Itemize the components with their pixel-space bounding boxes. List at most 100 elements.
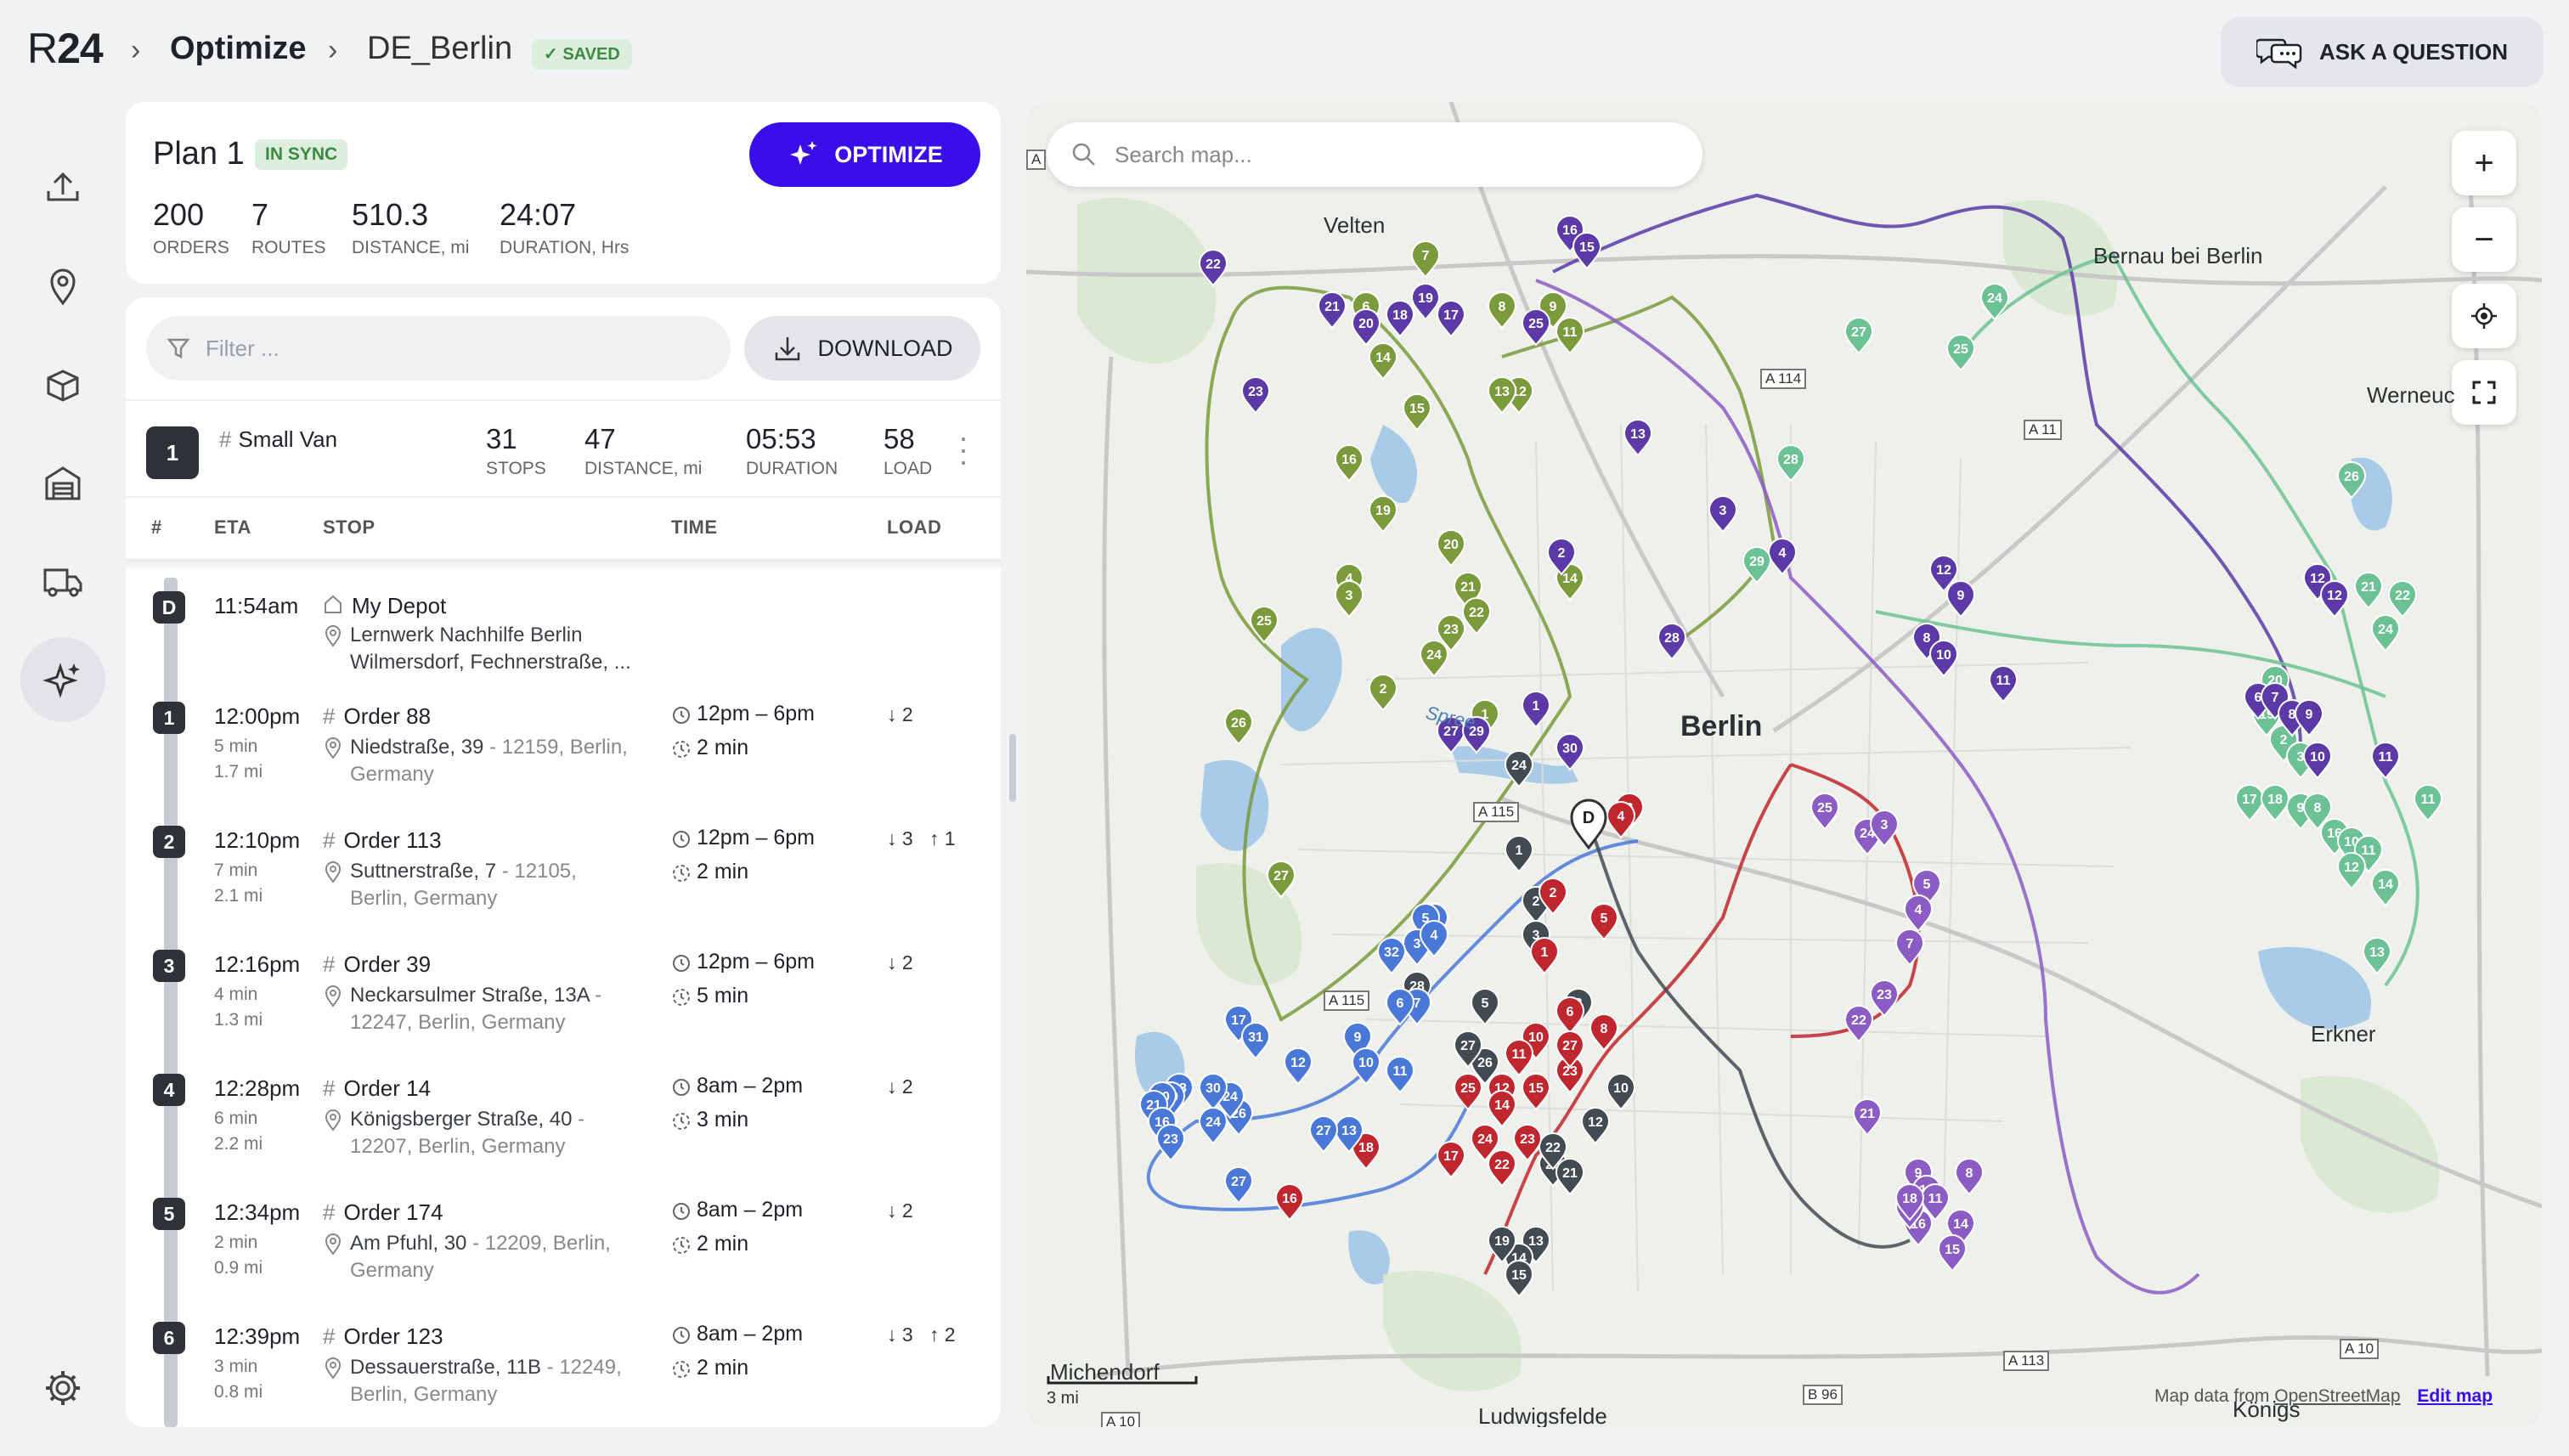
- stop-marker[interactable]: 1: [1529, 937, 1560, 975]
- stop-marker[interactable]: 8: [2302, 793, 2333, 831]
- stop-marker[interactable]: 8: [1954, 1158, 1985, 1196]
- stop-marker[interactable]: 22: [1843, 1005, 1874, 1043]
- sidebar-item-settings[interactable]: [20, 1346, 105, 1431]
- optimize-button[interactable]: OPTIMIZE: [749, 122, 980, 187]
- stop-marker[interactable]: 23: [1869, 979, 1900, 1018]
- stop-marker[interactable]: 17: [1436, 1141, 1466, 1179]
- route-line[interactable]: [1205, 285, 1572, 1022]
- stop-marker[interactable]: 24: [1504, 750, 1534, 788]
- stop-marker[interactable]: 28: [1776, 444, 1806, 483]
- sidebar-item-upload[interactable]: [20, 144, 105, 229]
- stop-marker[interactable]: 11: [1555, 317, 1585, 355]
- stop-marker[interactable]: 11: [2370, 742, 2401, 780]
- stop-marker[interactable]: 27: [1308, 1115, 1339, 1154]
- stop-marker[interactable]: 13: [1487, 376, 1517, 415]
- stop-marker[interactable]: 18: [2260, 784, 2290, 822]
- stop-marker[interactable]: 22: [1538, 1132, 1568, 1171]
- stop-marker[interactable]: 12: [1928, 555, 1959, 593]
- route-line[interactable]: [1875, 610, 2386, 698]
- stop-marker[interactable]: 20: [1351, 308, 1381, 347]
- stop-marker[interactable]: 7: [1410, 240, 1441, 279]
- stop-marker[interactable]: 10: [1606, 1073, 1636, 1111]
- stop-marker[interactable]: 14: [1487, 1090, 1517, 1128]
- stop-marker[interactable]: 10: [1351, 1047, 1381, 1086]
- route-line[interactable]: [1146, 839, 1639, 1211]
- panel-resize-handle[interactable]: [1009, 734, 1016, 802]
- stop-marker[interactable]: 25: [1249, 606, 1279, 644]
- stop-marker[interactable]: 17: [2234, 784, 2265, 822]
- stop-marker[interactable]: 27: [1436, 716, 1466, 754]
- stop-marker[interactable]: 26: [1470, 1047, 1500, 1086]
- stop-marker[interactable]: 18: [1385, 300, 1415, 338]
- stop-marker[interactable]: 31: [1240, 1022, 1271, 1060]
- stop-marker[interactable]: 20: [1436, 529, 1466, 567]
- route-line[interactable]: [1535, 279, 2200, 1295]
- stop-marker[interactable]: 24: [1979, 283, 2010, 321]
- sidebar-item-orders[interactable]: [20, 341, 105, 426]
- stop-marker[interactable]: 10: [1928, 640, 1959, 678]
- stop-marker[interactable]: 14: [1368, 342, 1398, 381]
- stop-marker[interactable]: 3: [1708, 495, 1738, 533]
- stop-marker[interactable]: 23: [1555, 1056, 1585, 1094]
- stop-marker[interactable]: 5: [1589, 903, 1619, 941]
- stop-marker[interactable]: 8: [1589, 1013, 1619, 1052]
- stop-marker[interactable]: 1: [1521, 691, 1551, 729]
- stop-marker[interactable]: 24: [1852, 818, 1883, 856]
- stop-marker[interactable]: 1: [1504, 835, 1534, 873]
- stop-marker[interactable]: 19: [1368, 495, 1398, 533]
- stop-marker[interactable]: 24: [1198, 1107, 1228, 1145]
- stop-marker[interactable]: 14: [2370, 869, 2401, 907]
- stop-marker[interactable]: 30: [1198, 1073, 1228, 1111]
- stop-marker[interactable]: 6: [1555, 996, 1585, 1035]
- stop-marker[interactable]: 11: [1504, 1039, 1534, 1077]
- stop-marker[interactable]: 2: [1546, 538, 1577, 576]
- depot-marker[interactable]: D: [1570, 799, 1607, 850]
- stop-marker[interactable]: 23: [1436, 614, 1466, 652]
- stop-marker[interactable]: 23: [1512, 1124, 1543, 1162]
- stop-marker[interactable]: 11: [1385, 1056, 1415, 1094]
- stop-marker[interactable]: 28: [1657, 623, 1687, 661]
- stop-marker[interactable]: 2: [1368, 674, 1398, 712]
- stop-marker[interactable]: 15: [1521, 1073, 1551, 1111]
- stop-marker[interactable]: 22: [1198, 249, 1228, 287]
- openstreetmap-link[interactable]: OpenStreetMap: [2274, 1386, 2401, 1406]
- stop-marker[interactable]: 22: [1461, 597, 1492, 635]
- stop-marker[interactable]: 25: [1945, 334, 1976, 372]
- stop-marker[interactable]: 29: [1742, 546, 1772, 584]
- stop-marker[interactable]: 25: [1810, 793, 1840, 831]
- fullscreen-button[interactable]: [2452, 360, 2516, 425]
- zoom-in-button[interactable]: +: [2452, 131, 2516, 195]
- sidebar-item-depots[interactable]: [20, 440, 105, 525]
- stop-marker[interactable]: 4: [1606, 801, 1636, 839]
- sidebar-item-vehicles[interactable]: [20, 539, 105, 624]
- stop-marker[interactable]: 27: [1266, 861, 1296, 899]
- stop-marker[interactable]: 21: [2353, 572, 2384, 610]
- stop-marker[interactable]: 23: [1240, 376, 1271, 415]
- stop-marker[interactable]: 18: [1894, 1183, 1925, 1222]
- stop-marker[interactable]: 27: [1843, 317, 1874, 355]
- stop-marker[interactable]: 9: [1945, 580, 1976, 618]
- map-search-input[interactable]: Search map...: [1047, 122, 1702, 187]
- filter-input[interactable]: Filter ...: [146, 316, 731, 381]
- ask-a-question-button[interactable]: ASK A QUESTION: [2221, 17, 2544, 87]
- stop-marker[interactable]: 3: [1334, 580, 1364, 618]
- stop-marker[interactable]: 27: [1555, 1030, 1585, 1069]
- stop-marker[interactable]: 13: [1334, 1115, 1364, 1154]
- stop-marker[interactable]: 16: [1334, 444, 1364, 483]
- edit-map-link[interactable]: Edit map: [2417, 1386, 2493, 1406]
- stop-marker[interactable]: 24: [1470, 1124, 1500, 1162]
- stop-marker[interactable]: 13: [1623, 419, 1653, 457]
- route-header-row[interactable]: 1 # Small Van 31 STOPS 47 DISTANCE, mi 05:5…: [126, 399, 1001, 498]
- route-line[interactable]: [1552, 193, 2302, 748]
- stop-marker[interactable]: 4: [1419, 920, 1449, 958]
- stop-marker[interactable]: 12: [2319, 580, 2350, 618]
- stop-marker[interactable]: 11: [1988, 665, 2019, 703]
- stop-marker[interactable]: 26: [1223, 708, 1254, 746]
- sidebar-item-locations[interactable]: [20, 243, 105, 328]
- stop-marker[interactable]: 15: [1402, 393, 1432, 432]
- stop-marker[interactable]: 17: [1436, 300, 1466, 338]
- sidebar-item-optimize[interactable]: [20, 637, 105, 722]
- more-options-icon[interactable]: · · ·: [958, 420, 968, 478]
- stop-marker[interactable]: 25: [1453, 1073, 1483, 1111]
- stop-marker[interactable]: 15: [1504, 1260, 1534, 1298]
